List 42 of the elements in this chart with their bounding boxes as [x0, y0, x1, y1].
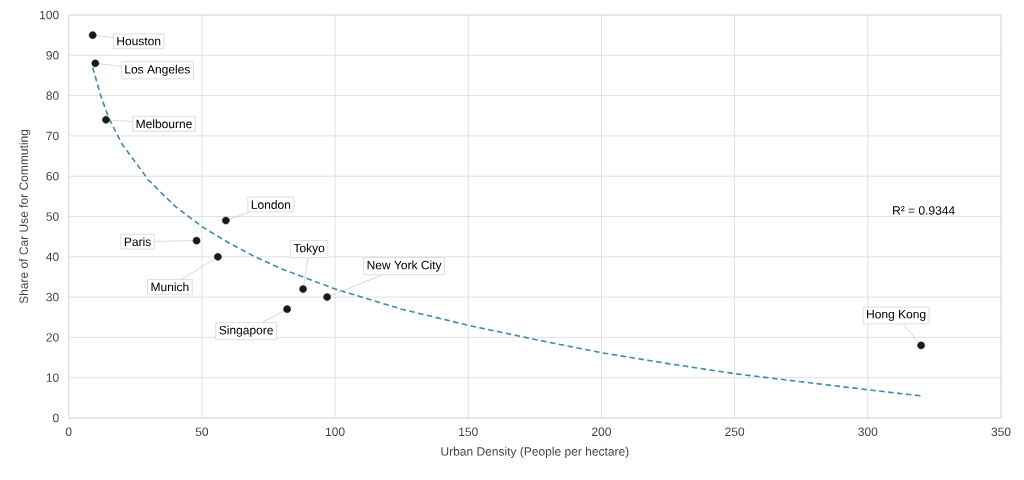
- y-tick-label: 20: [46, 333, 59, 342]
- y-tick-label: 90: [46, 51, 59, 60]
- annotation: R² = 0.9344: [893, 206, 955, 215]
- annotation: New York City: [367, 260, 442, 272]
- annotation: London: [251, 200, 291, 209]
- annotation: Houston: [117, 36, 161, 46]
- point: [917, 341, 925, 350]
- y-tick-label: 100: [40, 10, 59, 20]
- annotation: Melbourne: [136, 119, 192, 129]
- y-tick-label: 50: [46, 212, 59, 221]
- x-tick-label: 250: [725, 427, 745, 437]
- y-tick-label: 60: [46, 171, 59, 181]
- point: [192, 236, 201, 245]
- x-tick-label: 0: [65, 427, 72, 437]
- y-tick-label: 30: [46, 292, 59, 302]
- y-tick-label: 0: [52, 413, 59, 423]
- point: [88, 31, 97, 39]
- annotation: Los Angeles: [125, 64, 190, 76]
- annotation: Hong Kong: [867, 310, 926, 321]
- point: [214, 253, 222, 261]
- point: [323, 293, 331, 301]
- y-tick-label: 10: [46, 373, 59, 382]
- annotation: Tokyo: [293, 243, 325, 255]
- annotation: Singapore: [219, 325, 273, 337]
- y-axis-title: Share of Car Use for Commuting: [19, 129, 31, 304]
- point: [299, 285, 307, 293]
- point: [91, 59, 100, 68]
- point: [102, 115, 110, 124]
- point: [222, 216, 230, 225]
- y-tick-label: 80: [46, 91, 59, 100]
- y-tick-label: 40: [46, 252, 59, 262]
- x-axis-title: Urban Density (People per hectare): [441, 446, 629, 459]
- x-tick-label: 200: [592, 427, 611, 437]
- x-tick-label: 350: [991, 427, 1011, 437]
- annotation: Munich: [151, 282, 189, 292]
- annotation: Paris: [124, 237, 151, 247]
- x-tick-label: 50: [195, 427, 209, 437]
- x-tick-label: 100: [325, 427, 345, 437]
- y-tick-label: 70: [46, 131, 59, 141]
- point: [283, 305, 291, 313]
- x-tick-label: 300: [858, 427, 878, 437]
- x-tick-label: 150: [459, 427, 478, 437]
